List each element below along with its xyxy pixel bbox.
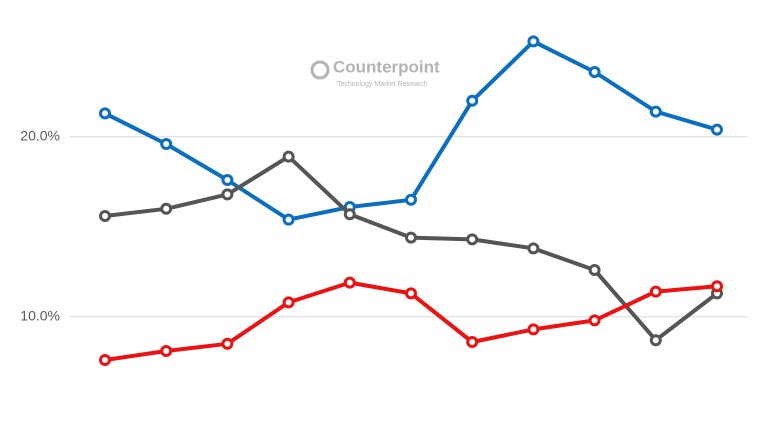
point: [649, 105, 662, 118]
point: [466, 336, 479, 348]
point: [343, 276, 356, 289]
point: [160, 345, 173, 357]
point: [343, 208, 356, 221]
point: [588, 314, 601, 327]
y-tick-label: 10.0%: [20, 308, 60, 324]
point: [466, 94, 479, 107]
point: [221, 337, 234, 350]
point: [711, 280, 723, 293]
point: [221, 188, 234, 201]
point: [527, 35, 540, 48]
point: [282, 213, 295, 226]
point: [160, 138, 173, 150]
point: [527, 242, 540, 255]
point: [711, 123, 723, 136]
point: [160, 202, 173, 215]
point: [99, 107, 111, 120]
point: [405, 287, 417, 300]
point: [221, 174, 234, 186]
point: [649, 334, 662, 347]
watermark: Counterpoint Technology Market Research: [310, 57, 440, 88]
point: [527, 323, 540, 336]
point: [99, 210, 111, 222]
point: [588, 264, 601, 276]
point: [588, 66, 601, 78]
point: [282, 150, 295, 163]
y-tick-label: 20.0%: [20, 128, 60, 144]
logo: [310, 60, 330, 80]
point: [99, 354, 111, 366]
watermark-subtitle: Technology Market Research: [337, 81, 428, 88]
point: [282, 296, 295, 309]
point: [405, 231, 417, 244]
watermark-title: Counterpoint: [333, 57, 440, 76]
series-line: [104, 154, 719, 343]
point: [466, 233, 479, 246]
point: [405, 193, 417, 206]
point: [649, 285, 662, 298]
